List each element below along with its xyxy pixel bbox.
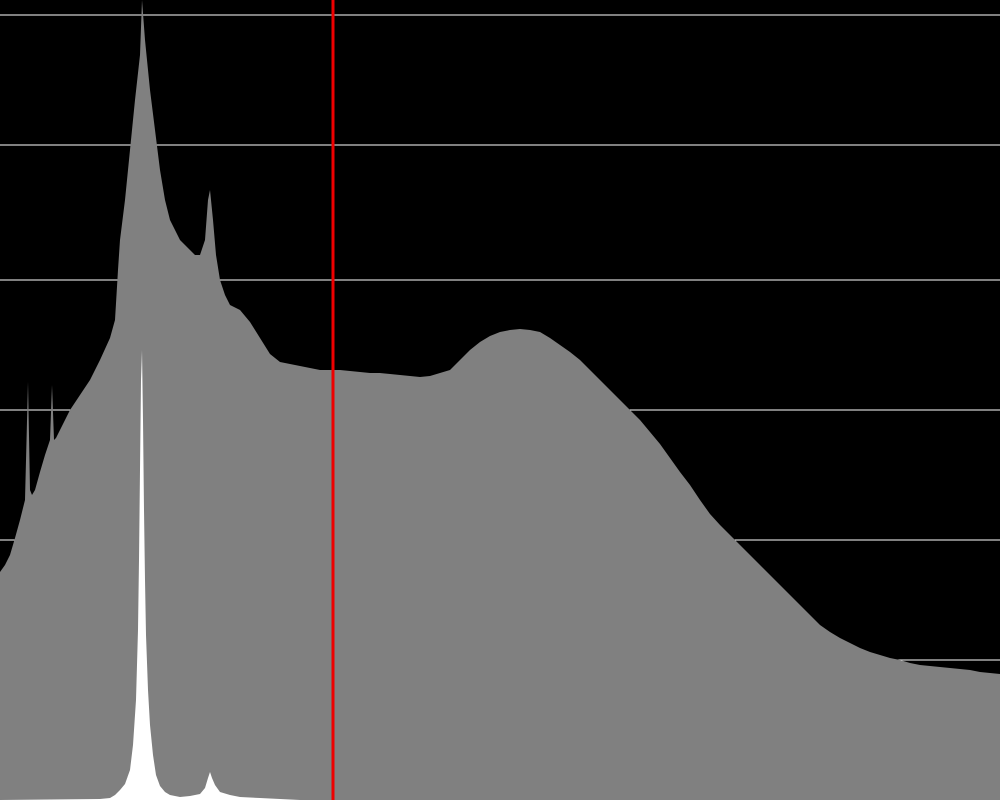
- series-total-area: [0, 0, 1000, 800]
- histogram-chart: [0, 0, 1000, 800]
- series-areas: [0, 0, 1000, 800]
